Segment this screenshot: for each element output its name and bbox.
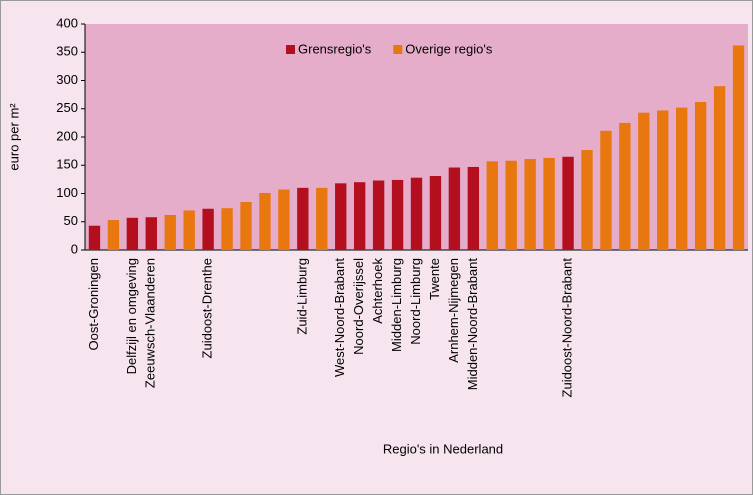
legend-swatch [286,45,295,54]
x-tick-label: Zeeuwsch-Vlaanderen [143,258,158,388]
bar [164,214,176,250]
bar [183,210,195,250]
bar [429,175,442,250]
y-tick-label: 0 [71,241,78,256]
y-tick-label: 350 [56,44,78,59]
y-tick-label: 150 [56,157,78,172]
bar [297,187,309,250]
bar [410,177,423,250]
x-tick-label: Midden-Noord-Brabant [465,258,480,391]
bar [259,192,271,250]
y-tick-label: 300 [56,72,78,87]
bar [543,157,555,250]
x-tick-label: Delfzijl en omgeving [124,258,139,374]
bar [88,225,101,250]
legend-label: Grensregio's [298,41,372,56]
x-tick-label: Oost-Groningen [86,258,101,351]
bar [372,180,385,250]
y-axis-label: euro per m² [6,103,21,171]
bar [562,156,574,250]
bar [505,160,517,250]
x-tick-label: Zuidoost-Noord-Brabant [559,258,574,398]
x-tick-label: Arnhem-Nijmegen [446,258,461,363]
bar [467,166,480,250]
bar [316,187,328,250]
bar [145,217,157,250]
bar [732,45,745,250]
x-tick-label: Zuid-Limburg [294,258,309,335]
bar [694,101,707,250]
bar [713,86,726,251]
bar [524,159,536,250]
bar [126,217,139,250]
x-tick-label: Twente [427,258,442,300]
x-tick-label: Midden-Limburg [389,258,404,352]
bar [581,149,593,250]
y-tick-label: 250 [56,100,78,115]
bar [619,122,631,250]
bar [486,161,498,250]
y-tick-label: 50 [64,213,78,228]
bar [202,208,214,250]
bar [278,189,290,250]
legend-swatch [393,45,403,54]
y-tick-label: 200 [56,128,78,143]
bar [676,107,688,251]
legend-label: Overige regio's [405,41,493,56]
x-axis-label: Regio's in Nederland [383,441,503,456]
bar [448,167,461,250]
bar [391,179,404,250]
x-tick-label: Noord-Overijssel [351,258,366,355]
x-tick-label: Achterhoek [370,258,385,324]
bar [600,130,612,250]
bar [221,208,233,250]
y-tick-label: 100 [56,185,78,200]
x-tick-label: Zuidoost-Drenthe [200,258,215,358]
bar [335,183,347,250]
bar [107,220,120,250]
bar [657,110,669,250]
bar [353,182,366,250]
bar [240,201,252,250]
x-tick-label: West-Noord-Brabant [332,258,347,377]
x-tick-label: Noord-Limburg [408,258,423,345]
y-tick-label: 400 [56,15,78,30]
bar [638,112,650,250]
